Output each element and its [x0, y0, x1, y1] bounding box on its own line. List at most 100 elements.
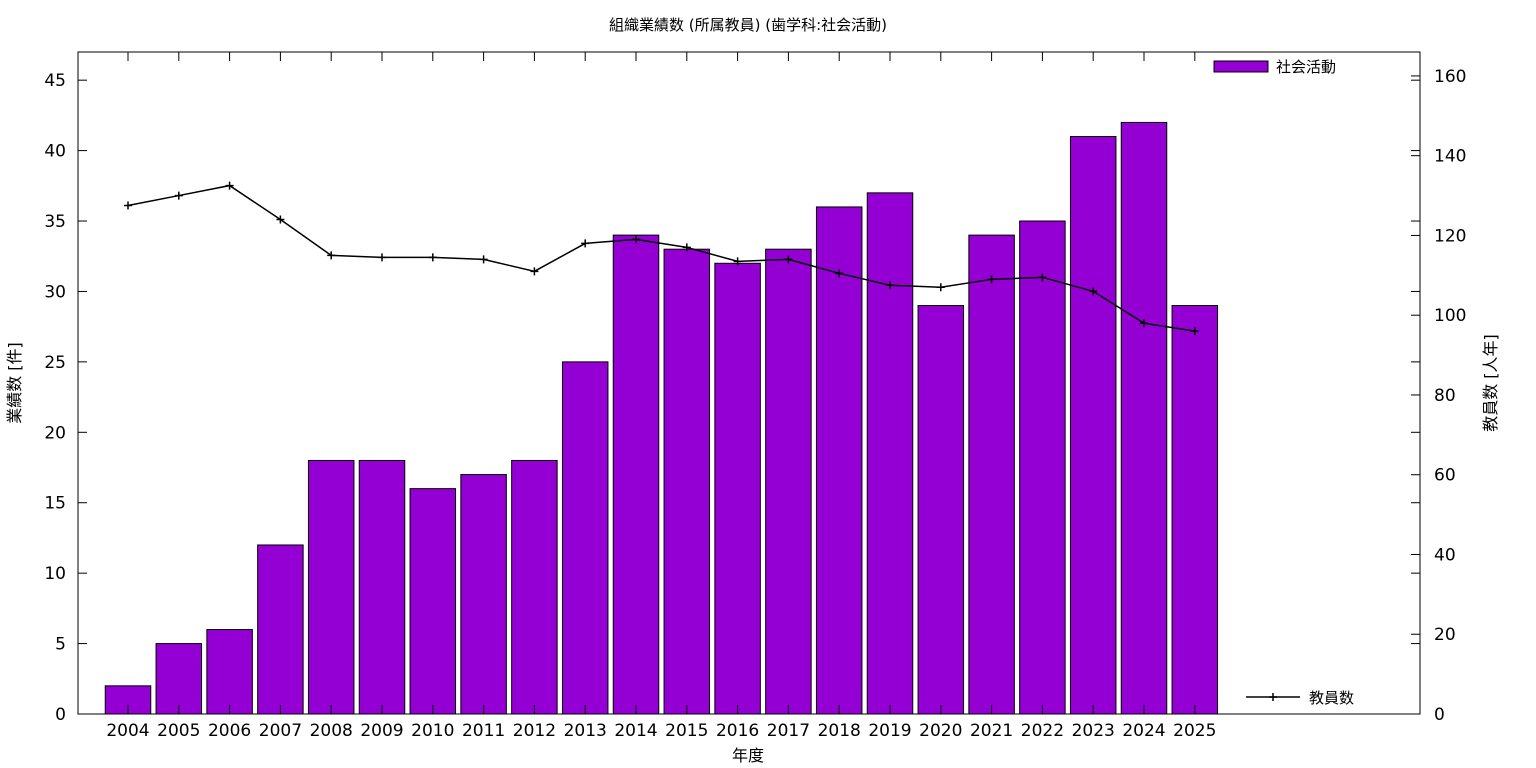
legend-swatch-bar — [1213, 60, 1269, 73]
y-tick-label: 5 — [55, 635, 66, 655]
x-tick-label: 2009 — [360, 721, 403, 741]
line-point-marker — [174, 191, 183, 200]
bar — [155, 643, 203, 715]
x-tick-label: 2016 — [716, 721, 759, 741]
line-point-marker — [682, 243, 691, 252]
bar — [866, 192, 914, 715]
y-tick-label: 0 — [55, 705, 66, 725]
bar — [257, 544, 304, 715]
y-axis-left: 0 5 10 15 20 25 30 35 40 45 — [44, 71, 1420, 725]
line-point-marker — [936, 283, 945, 292]
y2-axis-label: 教員数 [人年] — [1481, 334, 1500, 432]
line-point-marker — [225, 181, 234, 190]
x-tick-label: 2010 — [411, 721, 454, 741]
bar — [968, 234, 1015, 715]
line-point-marker — [632, 235, 640, 244]
y-tick-label: 35 — [44, 212, 66, 232]
x-tick-label: 2007 — [259, 721, 302, 741]
line-point-marker — [1140, 319, 1148, 328]
x-tick-label: 2008 — [310, 721, 353, 741]
line-point-marker — [428, 253, 437, 262]
line-point-marker — [479, 255, 488, 264]
plot-frame — [77, 51, 1421, 715]
legend: 社会活動 教員数 — [1213, 58, 1354, 707]
line-series — [124, 181, 1199, 336]
bar — [358, 459, 406, 715]
line-point-marker — [886, 281, 894, 290]
x-tick-label: 2014 — [614, 721, 657, 741]
chart-title: 組織業績数 (所属教員) (歯学科:社会活動) — [609, 16, 887, 34]
x-tick-label: 2017 — [767, 721, 810, 741]
x-axis: 2004 2005 2006 2007 2008 2009 2010 2011 2012 2013… — [106, 52, 1216, 741]
bar — [460, 474, 507, 715]
line-point-marker — [581, 239, 590, 248]
x-tick-label: 2025 — [1173, 721, 1216, 741]
y2-tick-label: 40 — [1434, 545, 1456, 565]
y-tick-label: 30 — [44, 282, 66, 302]
bar — [511, 459, 558, 715]
y2-tick-label: 140 — [1434, 147, 1466, 167]
x-tick-label: 2023 — [1072, 721, 1115, 741]
line-point-marker — [276, 215, 285, 224]
bar — [714, 262, 761, 715]
legend-label-bar: 社会活動 — [1276, 58, 1336, 76]
bar — [1019, 220, 1066, 715]
x-tick-label: 2005 — [157, 721, 200, 741]
bar-series — [104, 121, 1219, 715]
y-axis-right: 0 20 40 60 80 100 120 140 160 — [1411, 67, 1466, 725]
x-tick-label: 2019 — [868, 721, 911, 741]
y-axis-label: 業績数 [件] — [5, 342, 24, 424]
bar — [917, 305, 965, 715]
x-tick-label: 2004 — [106, 721, 149, 741]
x-axis-label: 年度 — [732, 746, 764, 765]
bar — [815, 206, 863, 715]
y-tick-label: 40 — [44, 142, 66, 162]
y-tick-label: 45 — [44, 71, 66, 91]
y2-tick-label: 20 — [1434, 625, 1456, 645]
x-tick-label: 2020 — [919, 721, 962, 741]
y-tick-label: 15 — [44, 494, 66, 514]
y2-tick-label: 160 — [1434, 67, 1466, 87]
line-path — [127, 184, 1195, 332]
bar — [409, 488, 457, 715]
y2-tick-label: 100 — [1434, 306, 1466, 326]
y-tick-label: 25 — [44, 353, 66, 373]
x-tick-label: 2024 — [1122, 721, 1165, 741]
bar — [307, 459, 355, 715]
line-point-marker — [1038, 273, 1047, 282]
bar — [612, 234, 660, 715]
line-point-marker — [733, 257, 742, 266]
x-tick-label: 2012 — [513, 721, 556, 741]
y-tick-label: 20 — [44, 423, 66, 443]
line-point-marker — [1089, 287, 1098, 296]
bar — [663, 248, 711, 715]
line-point-marker — [530, 267, 539, 276]
y-tick-label: 10 — [44, 564, 66, 584]
y2-tick-label: 60 — [1434, 466, 1456, 486]
x-tick-label: 2011 — [462, 721, 505, 741]
bar — [561, 361, 609, 715]
line-point-marker — [124, 201, 132, 210]
y2-tick-label: 80 — [1434, 386, 1456, 406]
x-tick-label: 2006 — [208, 721, 251, 741]
x-tick-label: 2015 — [665, 721, 708, 741]
legend-label-line: 教員数 — [1309, 689, 1354, 707]
line-point-marker — [987, 275, 996, 284]
x-tick-label: 2021 — [970, 721, 1013, 741]
bar — [1069, 136, 1117, 715]
bar — [1171, 305, 1219, 715]
x-tick-label: 2018 — [818, 721, 861, 741]
line-point-marker — [1190, 327, 1199, 336]
y2-tick-label: 120 — [1434, 226, 1466, 246]
legend-marker-plus — [1269, 693, 1277, 701]
line-point-marker — [835, 269, 844, 278]
x-tick-label: 2013 — [564, 721, 607, 741]
bar — [1120, 121, 1168, 715]
bar — [765, 248, 812, 715]
y2-tick-label: 0 — [1434, 705, 1445, 725]
x-tick-label: 2022 — [1021, 721, 1064, 741]
line-point-marker — [327, 251, 336, 260]
line-point-marker — [784, 255, 793, 264]
bar — [206, 628, 253, 715]
